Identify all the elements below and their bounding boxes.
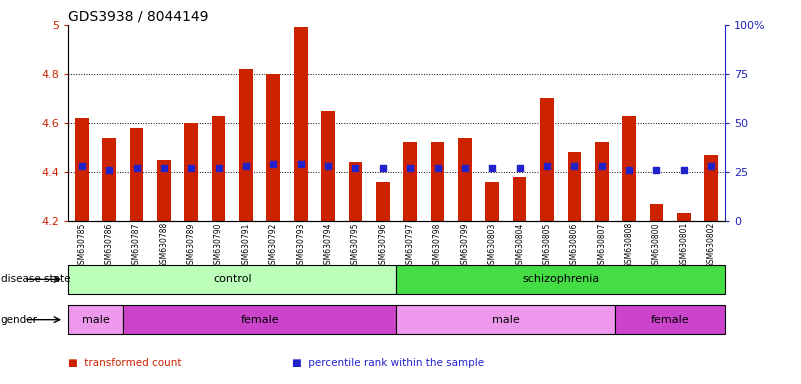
Point	[75, 163, 88, 169]
Bar	[103, 137, 116, 221]
Point	[294, 161, 307, 167]
Bar	[376, 182, 389, 221]
Point	[267, 161, 280, 167]
Bar	[68, 265, 396, 294]
Point	[349, 165, 362, 171]
Point	[322, 163, 335, 169]
Point	[486, 165, 499, 171]
Bar	[157, 160, 171, 221]
Point	[568, 163, 581, 169]
Bar	[75, 118, 89, 221]
Bar	[615, 305, 725, 334]
Bar	[68, 305, 123, 334]
Point	[404, 165, 417, 171]
Bar	[513, 177, 526, 221]
Text: disease state: disease state	[1, 274, 70, 285]
Point	[458, 165, 471, 171]
Text: ■  transformed count: ■ transformed count	[68, 358, 182, 368]
Point	[513, 165, 526, 171]
Point	[185, 165, 198, 171]
Point	[705, 163, 718, 169]
Bar	[704, 155, 718, 221]
Text: gender: gender	[1, 314, 38, 325]
Bar	[396, 265, 725, 294]
Text: schizophrenia: schizophrenia	[522, 274, 599, 285]
Bar	[184, 123, 198, 221]
Text: female: female	[240, 314, 279, 325]
Bar	[540, 98, 553, 221]
Point	[212, 165, 225, 171]
Bar	[239, 69, 253, 221]
Point	[130, 165, 143, 171]
Point	[158, 165, 171, 171]
Bar	[622, 116, 636, 221]
Text: ■  percentile rank within the sample: ■ percentile rank within the sample	[292, 358, 485, 368]
Bar	[348, 162, 362, 221]
Bar	[396, 305, 615, 334]
Bar	[321, 111, 335, 221]
Point	[103, 167, 115, 173]
Bar	[650, 204, 663, 221]
Text: female: female	[651, 314, 690, 325]
Bar	[294, 27, 308, 221]
Bar	[458, 137, 472, 221]
Text: GDS3938 / 8044149: GDS3938 / 8044149	[68, 10, 208, 23]
Point	[376, 165, 389, 171]
Point	[622, 167, 635, 173]
Bar	[431, 142, 445, 221]
Point	[239, 163, 252, 169]
Point	[541, 163, 553, 169]
Bar	[568, 152, 582, 221]
Bar	[595, 142, 609, 221]
Point	[650, 167, 663, 173]
Bar	[677, 214, 690, 221]
Bar	[130, 128, 143, 221]
Bar	[485, 182, 499, 221]
Point	[595, 163, 608, 169]
Text: male: male	[492, 314, 520, 325]
Point	[678, 167, 690, 173]
Bar	[404, 142, 417, 221]
Bar	[211, 116, 225, 221]
Bar	[267, 74, 280, 221]
Point	[431, 165, 444, 171]
Text: male: male	[82, 314, 109, 325]
Text: control: control	[213, 274, 252, 285]
Bar	[123, 305, 396, 334]
